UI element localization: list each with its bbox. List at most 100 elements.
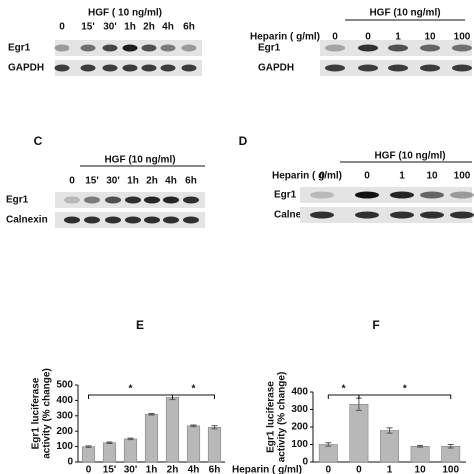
error-bar (447, 444, 454, 449)
y-tick-label: 500 (56, 380, 73, 391)
row-label: GAPDH (8, 63, 44, 74)
significance-bracket (88, 394, 173, 399)
bar (410, 446, 430, 463)
error-bar (148, 412, 155, 416)
band (325, 44, 345, 52)
row-label: Egr1 (258, 43, 281, 54)
lane-label: 0 (319, 171, 325, 182)
y-tick-label: 0 (67, 457, 73, 468)
band (163, 216, 179, 224)
band (450, 191, 474, 199)
band (358, 44, 378, 52)
band (310, 211, 334, 219)
band (183, 216, 199, 224)
row-label: Egr1 (8, 43, 31, 54)
band (388, 64, 408, 72)
band (80, 44, 96, 52)
error-bar (211, 425, 218, 430)
lane-label: 0 (59, 22, 65, 33)
bar (441, 446, 461, 463)
y-axis-label: activity (% change) (277, 372, 288, 463)
bar (349, 404, 369, 463)
y-tick-label: 300 (56, 410, 73, 421)
band (355, 211, 379, 219)
x-tick-label: 2h (167, 465, 179, 474)
treatment-label: HGF ( 10 ng/ml) (88, 8, 162, 19)
significance-bracket (327, 394, 360, 399)
band (160, 44, 176, 52)
lane-label: 6h (183, 22, 195, 33)
lane-label: 0 (332, 32, 338, 43)
lane-label: 100 (454, 32, 471, 43)
lane-label: 2h (146, 176, 158, 187)
lane-label: 1h (127, 176, 139, 187)
y-tick-label: 100 (291, 439, 308, 450)
y-tick-label: 200 (56, 426, 73, 437)
band (102, 44, 118, 52)
y-tick-label: 100 (56, 441, 73, 452)
lane-header: Heparin ( g/ml) (272, 171, 342, 182)
band (452, 44, 472, 52)
x-tick-label: 0 (356, 465, 362, 474)
lane-label: 0 (69, 176, 75, 187)
band (64, 216, 80, 224)
x-tick-label: 0 (326, 465, 332, 474)
x-tick-label: 1h (146, 465, 158, 474)
band (390, 191, 414, 199)
lane-label: 100 (454, 171, 471, 182)
band (141, 44, 157, 52)
band (105, 216, 121, 224)
band (141, 64, 157, 72)
band (452, 64, 472, 72)
treatment-label: HGF (10 ng/ml) (374, 151, 445, 162)
y-tick-label: 400 (56, 395, 73, 406)
significance-bracket (358, 394, 452, 399)
x-tick-label: 0 (86, 465, 92, 474)
band (54, 44, 70, 52)
band (144, 196, 160, 204)
lane-label: 0 (364, 171, 370, 182)
band (183, 196, 199, 204)
significance-mark: * (129, 384, 133, 395)
lane-label: 1 (395, 32, 401, 43)
x-tick-label: 100 (442, 465, 459, 474)
band (450, 211, 474, 219)
x-header: Heparin ( g/ml) (232, 465, 302, 474)
bar (102, 442, 117, 463)
lane-label: 1 (399, 171, 405, 182)
lane-label: 2h (143, 22, 155, 33)
lane-label: 30' (103, 22, 117, 33)
band (102, 64, 118, 72)
lane-label: 10 (424, 32, 436, 43)
band (325, 64, 345, 72)
bar (144, 414, 159, 463)
bar (81, 446, 96, 463)
blot-strip (300, 187, 472, 203)
band (125, 196, 141, 204)
significance-mark: * (403, 384, 407, 395)
error-bar (85, 445, 92, 448)
x-tick-label: 1 (387, 465, 393, 474)
lane-label: 0 (365, 32, 371, 43)
band (80, 64, 96, 72)
panel-label: E (136, 318, 144, 332)
band (64, 196, 80, 204)
bar (123, 438, 138, 463)
band (420, 191, 444, 199)
lane-label: 30' (106, 176, 120, 187)
x-tick-label: 30' (124, 465, 138, 474)
error-bar (386, 427, 393, 434)
y-axis-label: activity (% change) (42, 368, 53, 459)
y-axis-label: Egr1 luciferase (266, 381, 277, 453)
lane-label: 6h (185, 176, 197, 187)
bar (207, 427, 222, 463)
panel-label: D (239, 134, 248, 148)
x-tick-label: 15' (103, 465, 117, 474)
lane-label: 4h (165, 176, 177, 187)
error-bar (417, 444, 424, 448)
lane-header: Heparin ( g/ml) (250, 32, 320, 43)
band (122, 44, 138, 52)
band (181, 64, 197, 72)
row-label: GAPDH (258, 63, 294, 74)
